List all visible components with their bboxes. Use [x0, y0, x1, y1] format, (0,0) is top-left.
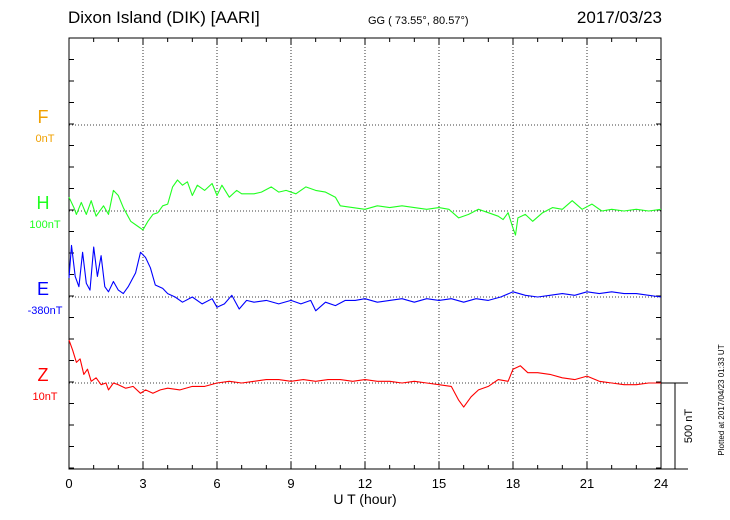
x-tick-label: 12	[358, 476, 372, 491]
x-axis-label: U T (hour)	[333, 491, 396, 507]
series-label-h: H	[37, 193, 50, 213]
scale-bar-label: 500 nT	[683, 409, 695, 444]
x-tick-label: 18	[506, 476, 520, 491]
x-tick-label: 9	[287, 476, 294, 491]
x-tick-label: 6	[213, 476, 220, 491]
series-baseline-e: -380nT	[28, 305, 63, 317]
x-tick-label: 21	[580, 476, 594, 491]
x-tick-label: 15	[432, 476, 446, 491]
series-label-f: F	[38, 107, 49, 127]
series-baseline-z: 10nT	[32, 391, 57, 403]
series-line-z	[68, 339, 661, 408]
series-line-h	[68, 179, 662, 236]
plotted-at-note: Plotted at 2017/04/23 01:33 UT	[717, 344, 726, 455]
x-tick-label: 3	[139, 476, 146, 491]
station-title: Dixon Island (DIK) [AARI]	[68, 8, 260, 27]
series-label-e: E	[37, 279, 49, 299]
series-baseline-f: 0nT	[36, 133, 55, 145]
series-baseline-h: 100nT	[29, 219, 60, 231]
x-tick-label: 0	[65, 476, 72, 491]
plot-date: 2017/03/23	[576, 8, 662, 27]
series-line-e	[68, 244, 662, 312]
series-label-z: Z	[38, 365, 49, 385]
x-tick-label: 24	[654, 476, 668, 491]
station-coordinates: GG ( 73.55°, 80.57°)	[368, 15, 469, 27]
